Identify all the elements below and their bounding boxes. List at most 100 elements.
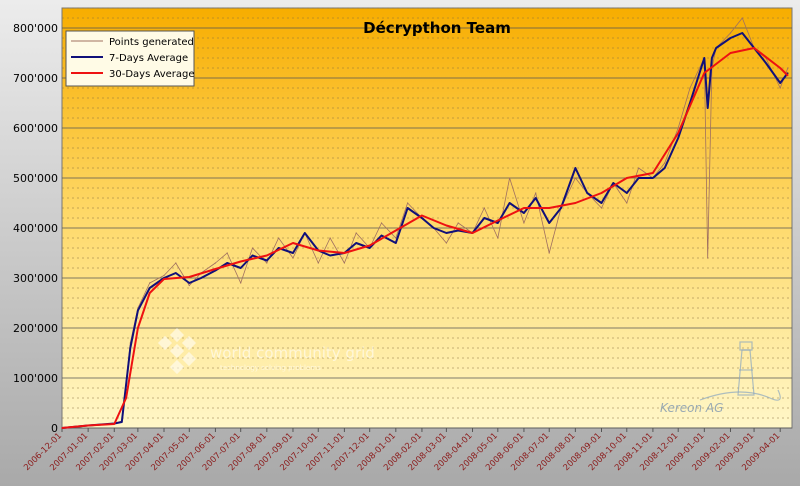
data-point <box>369 247 371 249</box>
data-point <box>292 252 294 254</box>
data-point <box>188 282 190 284</box>
data-point <box>779 67 781 69</box>
data-point <box>548 252 550 254</box>
data-point <box>703 72 705 74</box>
data-point <box>523 222 525 224</box>
y-tick-label: 700'000 <box>13 72 58 85</box>
data-point <box>471 232 474 234</box>
data-point <box>421 214 423 217</box>
kereon-watermark-text: Kereon AG <box>660 401 723 415</box>
kereon-watermark: Kereon AG <box>660 341 781 415</box>
data-point <box>574 202 577 204</box>
data-point <box>266 259 268 262</box>
data-point <box>765 62 767 64</box>
data-point <box>395 242 397 244</box>
data-point <box>497 219 499 222</box>
y-axis: 0 100'000 200'000 300'000 400'000 500'000 600'… <box>13 22 58 435</box>
data-point <box>355 232 357 234</box>
data-point <box>600 192 603 194</box>
data-point <box>129 347 131 349</box>
data-point <box>163 274 165 277</box>
data-point <box>266 254 268 257</box>
data-point <box>433 227 435 229</box>
data-point <box>87 424 89 427</box>
data-point <box>343 262 345 264</box>
data-point <box>626 192 628 194</box>
data-point <box>548 222 550 224</box>
data-point <box>652 172 654 174</box>
data-point <box>163 278 165 280</box>
data-point <box>149 287 151 289</box>
legend: Points generated 7-Days Average 30-Days Av… <box>65 30 195 87</box>
data-point <box>188 276 190 278</box>
data-point <box>395 237 397 239</box>
data-point <box>787 74 789 77</box>
data-point <box>125 397 127 399</box>
x-axis: 2006-12-012007-01-012007-02-012007-03-01… <box>22 428 782 473</box>
y-tick-label: 600'000 <box>13 122 58 135</box>
data-point <box>175 272 177 274</box>
wcg-watermark-text: world community grid <box>210 344 375 362</box>
lighthouse-icon <box>699 341 781 401</box>
data-point <box>175 262 177 264</box>
data-point <box>121 421 123 423</box>
y-tick-label: 400'000 <box>13 222 58 235</box>
data-point <box>226 252 228 254</box>
data-point <box>214 262 216 264</box>
legend-box <box>65 30 195 87</box>
data-point <box>626 202 628 204</box>
data-point <box>483 207 485 209</box>
data-point <box>652 177 654 179</box>
data-point <box>574 167 577 169</box>
data-point <box>509 177 511 179</box>
data-point <box>729 52 732 54</box>
data-point <box>523 212 525 214</box>
data-point <box>729 32 732 34</box>
data-point <box>753 47 755 49</box>
y-tick-label: 0 <box>51 422 58 435</box>
data-point <box>741 32 743 34</box>
data-point <box>600 207 603 209</box>
data-point <box>497 237 499 239</box>
data-point <box>535 192 537 194</box>
data-point <box>292 242 294 244</box>
y-tick-label: 800'000 <box>13 22 58 35</box>
data-point <box>787 72 789 74</box>
data-point <box>226 262 228 264</box>
data-point <box>240 282 242 284</box>
data-point <box>729 37 732 39</box>
data-point <box>266 262 268 264</box>
data-point <box>304 232 306 234</box>
data-point <box>369 244 371 247</box>
grid <box>62 7 792 429</box>
wcg-watermark-subtext: technology solving problems <box>220 364 321 372</box>
data-point <box>677 132 679 134</box>
y-tick-label: 300'000 <box>13 272 58 285</box>
data-point <box>240 267 242 269</box>
data-point <box>355 242 357 244</box>
data-point <box>626 177 628 179</box>
data-point <box>251 247 254 249</box>
data-point <box>329 254 331 257</box>
data-point <box>317 262 319 264</box>
data-point <box>200 277 202 279</box>
data-point <box>779 87 781 89</box>
data-point <box>445 232 447 234</box>
data-point <box>421 217 423 219</box>
data-point <box>407 207 409 209</box>
y-tick-label: 200'000 <box>13 322 58 335</box>
data-point <box>664 167 666 169</box>
data-point <box>240 260 242 263</box>
data-point <box>149 282 151 284</box>
series-line-3 <box>61 47 789 429</box>
data-point <box>329 237 331 239</box>
data-point <box>560 207 562 209</box>
legend-label: 7-Days Average <box>109 53 188 64</box>
data-point <box>677 137 679 139</box>
legend-label: 30-Days Average <box>109 69 195 80</box>
data-point <box>380 234 383 237</box>
data-point <box>677 127 679 129</box>
data-point <box>638 167 640 169</box>
